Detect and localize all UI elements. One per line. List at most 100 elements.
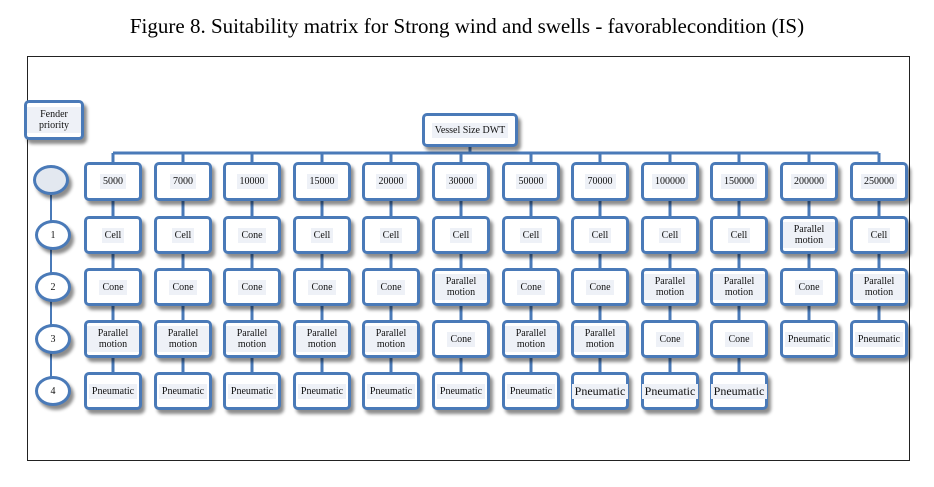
fender-box-50000-priority-4: Pneumatic [502, 372, 560, 410]
fender-box-10000-priority-3: Parallel motion [223, 320, 281, 358]
vessel-size-box-15000: 15000 [293, 162, 351, 201]
vessel-size-box-150000: 150000 [710, 162, 768, 201]
vessel-size-box-100000: 100000 [641, 162, 699, 201]
fender-box-30000-priority-2: Parallel motion [432, 268, 490, 306]
fender-box-50000-priority-2-label: Cone [517, 279, 545, 295]
fender-box-70000-priority-2-label: Cone [586, 279, 614, 295]
fender-box-30000-priority-3-label: Cone [447, 331, 475, 347]
fender-box-100000-priority-3-label: Cone [656, 331, 684, 347]
fender-box-7000-priority-4-label: Pneumatic [158, 383, 208, 399]
fender-box-50000-priority-4-label: Pneumatic [506, 383, 556, 399]
fender-box-7000-priority-2: Cone [154, 268, 212, 306]
fender-box-100000-priority-2: Parallel motion [641, 268, 699, 306]
fender-box-70000-priority-4-label: Pneumatic [571, 383, 629, 399]
fender-box-10000-priority-1: Cone [223, 216, 281, 254]
fender-box-200000-priority-3: Pneumatic [780, 320, 838, 358]
vessel-size-box-30000: 30000 [432, 162, 490, 201]
fender-box-10000-priority-4: Pneumatic [223, 372, 281, 410]
fender-box-150000-priority-2-label: Parallel motion [713, 274, 765, 300]
fender-priority-node: Fender priority [24, 100, 84, 140]
fender-box-100000-priority-4-label: Pneumatic [641, 383, 699, 399]
fender-box-7000-priority-1: Cell [154, 216, 212, 254]
fender-box-70000-priority-3-label: Parallel motion [574, 326, 626, 352]
vessel-size-box-250000: 250000 [850, 162, 908, 201]
fender-box-15000-priority-2-label: Cone [308, 279, 336, 295]
fender-box-100000-priority-2-label: Parallel motion [644, 274, 696, 300]
fender-box-250000-priority-3-label: Pneumatic [854, 331, 904, 347]
fender-box-7000-priority-4: Pneumatic [154, 372, 212, 410]
fender-box-100000-priority-4: Pneumatic [641, 372, 699, 410]
fender-box-150000-priority-4-label: Pneumatic [710, 383, 768, 399]
vessel-size-box-250000-label: 250000 [861, 174, 897, 189]
fender-box-20000-priority-3: Parallel motion [362, 320, 420, 358]
fender-box-200000-priority-1-label: Parallel motion [783, 222, 835, 248]
fender-box-250000-priority-2-label: Parallel motion [853, 274, 905, 300]
fender-box-70000-priority-3: Parallel motion [571, 320, 629, 358]
fender-box-30000-priority-4-label: Pneumatic [436, 383, 486, 399]
vessel-size-box-50000-label: 50000 [515, 174, 547, 189]
vessel-size-box-7000-label: 7000 [170, 174, 196, 189]
fender-box-5000-priority-3: Parallel motion [84, 320, 142, 358]
fender-box-10000-priority-4-label: Pneumatic [227, 383, 277, 399]
fender-box-200000-priority-2-label: Cone [795, 279, 823, 295]
fender-box-7000-priority-2-label: Cone [169, 279, 197, 295]
fender-box-20000-priority-1-label: Cell [379, 227, 403, 243]
fender-box-50000-priority-1-label: Cell [519, 227, 543, 243]
vessel-size-box-5000-label: 5000 [100, 174, 126, 189]
fender-box-5000-priority-1: Cell [84, 216, 142, 254]
fender-box-30000-priority-2-label: Parallel motion [435, 274, 487, 300]
vessel-size-box-200000-label: 200000 [791, 174, 827, 189]
fender-priority-label: Fender priority [27, 107, 81, 133]
vessel-size-box-70000: 70000 [571, 162, 629, 201]
fender-box-150000-priority-1-label: Cell [727, 227, 751, 243]
fender-box-150000-priority-3-label: Cone [725, 331, 753, 347]
priority-oval-2: 2 [35, 272, 71, 302]
priority-oval-4: 4 [35, 376, 71, 406]
fender-box-200000-priority-3-label: Pneumatic [784, 331, 834, 347]
fender-box-7000-priority-1-label: Cell [171, 227, 195, 243]
fender-box-150000-priority-4: Pneumatic [710, 372, 768, 410]
fender-box-150000-priority-1: Cell [710, 216, 768, 254]
fender-box-5000-priority-4-label: Pneumatic [88, 383, 138, 399]
fender-box-15000-priority-2: Cone [293, 268, 351, 306]
fender-box-20000-priority-2: Cone [362, 268, 420, 306]
fender-box-10000-priority-1-label: Cone [238, 227, 266, 243]
fender-box-70000-priority-1-label: Cell [588, 227, 612, 243]
vessel-size-box-10000: 10000 [223, 162, 281, 201]
fender-box-20000-priority-1: Cell [362, 216, 420, 254]
fender-box-10000-priority-2: Cone [223, 268, 281, 306]
vessel-size-box-20000-label: 20000 [375, 174, 407, 189]
figure-caption: Figure 8. Suitability matrix for Strong … [129, 14, 805, 38]
vessel-size-box-100000-label: 100000 [652, 174, 688, 189]
fender-box-100000-priority-1-label: Cell [658, 227, 682, 243]
fender-box-15000-priority-3: Parallel motion [293, 320, 351, 358]
fender-box-5000-priority-2: Cone [84, 268, 142, 306]
vessel-size-label: Vessel Size DWT [431, 122, 509, 138]
fender-box-150000-priority-3: Cone [710, 320, 768, 358]
fender-box-70000-priority-2: Cone [571, 268, 629, 306]
priority-oval-1: 1 [35, 220, 71, 250]
fender-box-50000-priority-3: Parallel motion [502, 320, 560, 358]
vessel-size-box-200000: 200000 [780, 162, 838, 201]
fender-box-20000-priority-3-label: Parallel motion [365, 326, 417, 352]
fender-box-200000-priority-2: Cone [780, 268, 838, 306]
fender-box-70000-priority-1: Cell [571, 216, 629, 254]
fender-box-10000-priority-2-label: Cone [238, 279, 266, 295]
fender-box-100000-priority-3: Cone [641, 320, 699, 358]
fender-box-250000-priority-1-label: Cell [867, 227, 891, 243]
diagram-frame [27, 56, 910, 461]
fender-box-250000-priority-2: Parallel motion [850, 268, 908, 306]
priority-oval-3: 3 [35, 324, 71, 354]
fender-box-30000-priority-4: Pneumatic [432, 372, 490, 410]
fender-box-50000-priority-1: Cell [502, 216, 560, 254]
fender-box-50000-priority-2: Cone [502, 268, 560, 306]
vessel-size-box-15000-label: 15000 [306, 174, 338, 189]
fender-box-10000-priority-3-label: Parallel motion [226, 326, 278, 352]
fender-box-30000-priority-1: Cell [432, 216, 490, 254]
vessel-size-box-30000-label: 30000 [445, 174, 477, 189]
fender-box-20000-priority-4: Pneumatic [362, 372, 420, 410]
header-priority-oval [33, 165, 69, 195]
fender-box-15000-priority-4: Pneumatic [293, 372, 351, 410]
fender-box-100000-priority-1: Cell [641, 216, 699, 254]
